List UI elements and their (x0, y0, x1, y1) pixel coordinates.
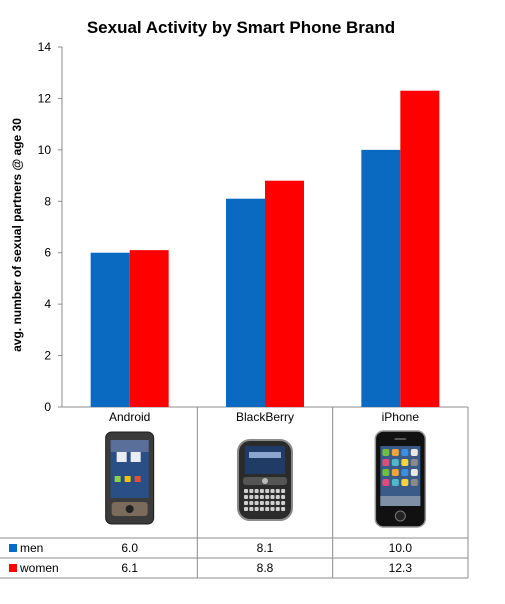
y-tick-label: 12 (38, 91, 52, 105)
app-icon (391, 479, 399, 486)
app-icon (391, 459, 399, 466)
app-icon (401, 469, 409, 476)
data-label-men-iphone: 10.0 (389, 541, 413, 555)
key (275, 501, 280, 505)
key (249, 507, 254, 511)
y-tick-label: 8 (44, 194, 51, 208)
y-tick-label: 2 (44, 349, 51, 363)
key (265, 495, 270, 499)
data-table: men 6.0 8.1 10.0 women 6.1 8.8 12.3 (0, 537, 468, 579)
y-tick-label: 14 (38, 40, 52, 54)
app-icon (401, 449, 409, 456)
y-tick-label: 10 (38, 143, 52, 157)
app-icon (410, 459, 418, 466)
bar-men-android (90, 252, 130, 407)
key (265, 489, 270, 493)
screen-text (249, 452, 281, 458)
legend-label-women: women (19, 561, 59, 575)
key (265, 501, 270, 505)
app-icon (134, 476, 141, 482)
bar-women-android (129, 250, 169, 407)
chart-title: Sexual Activity by Smart Phone Brand (87, 18, 395, 37)
data-label-women-blackberry: 8.8 (257, 561, 274, 575)
key (281, 489, 286, 493)
category-label: Android (109, 410, 150, 424)
key (259, 501, 264, 505)
app-icon (401, 459, 409, 466)
legend-label-men: men (20, 541, 43, 555)
bar-women-iphone (400, 90, 440, 407)
phone-speaker (394, 438, 407, 440)
key (270, 489, 275, 493)
data-label-men-blackberry: 8.1 (257, 541, 274, 555)
bar-men-iphone (361, 149, 401, 407)
trackball (262, 478, 268, 484)
android-phone-icon (105, 431, 155, 525)
key (254, 495, 259, 499)
key (254, 501, 259, 505)
app-icon (391, 469, 399, 476)
app-icon (382, 479, 390, 486)
category-label: iPhone (382, 410, 420, 424)
key (259, 489, 264, 493)
key (259, 507, 264, 511)
app-icon (124, 476, 131, 482)
app-icon (114, 476, 121, 482)
app-icon (382, 459, 390, 466)
data-label-women-iphone: 12.3 (389, 561, 413, 575)
category-labels: Android BlackBerry iPhone (109, 407, 469, 578)
phone-screen (245, 446, 285, 474)
legend-key-men (9, 544, 17, 552)
key (281, 507, 286, 511)
legend-key-women (9, 564, 17, 572)
iphone-icon (374, 430, 427, 528)
key (254, 507, 259, 511)
phone-status-area (110, 440, 149, 452)
blackberry-phone-icon (237, 439, 293, 521)
y-ticks: 0 2 4 6 8 10 12 14 (38, 40, 62, 414)
bars (90, 90, 440, 407)
key (244, 489, 248, 493)
app-icon (410, 479, 418, 486)
phone-icons (105, 430, 427, 528)
key (244, 501, 248, 505)
key (281, 501, 286, 505)
key (275, 489, 280, 493)
key (281, 495, 286, 499)
data-label-men-android: 6.0 (121, 541, 138, 555)
y-tick-label: 4 (44, 297, 51, 311)
app-icon (410, 449, 418, 456)
key (270, 495, 275, 499)
key (259, 495, 264, 499)
y-tick-label: 0 (44, 400, 51, 414)
y-tick-label: 6 (44, 246, 51, 260)
app-icon (382, 449, 390, 456)
app-icon (401, 479, 409, 486)
key (270, 507, 275, 511)
key (275, 507, 280, 511)
key (249, 495, 254, 499)
key (249, 489, 254, 493)
key (244, 495, 248, 499)
y-axis-label: avg. number of sexual partners @ age 30 (10, 118, 24, 352)
key (254, 489, 259, 493)
key (244, 507, 248, 511)
clock-digit (130, 452, 141, 462)
home-button (394, 510, 406, 522)
key (270, 501, 275, 505)
app-icon (382, 469, 390, 476)
bar-men-blackberry (226, 198, 265, 407)
key (249, 501, 254, 505)
app-icon (391, 449, 399, 456)
key (275, 495, 280, 499)
clock-digit (116, 452, 127, 462)
phone-dock (380, 496, 421, 506)
data-label-women-android: 6.1 (121, 561, 138, 575)
category-label: BlackBerry (236, 410, 294, 424)
app-icon (410, 469, 418, 476)
key (265, 507, 270, 511)
trackball (125, 505, 134, 513)
bar-women-blackberry (265, 180, 304, 407)
